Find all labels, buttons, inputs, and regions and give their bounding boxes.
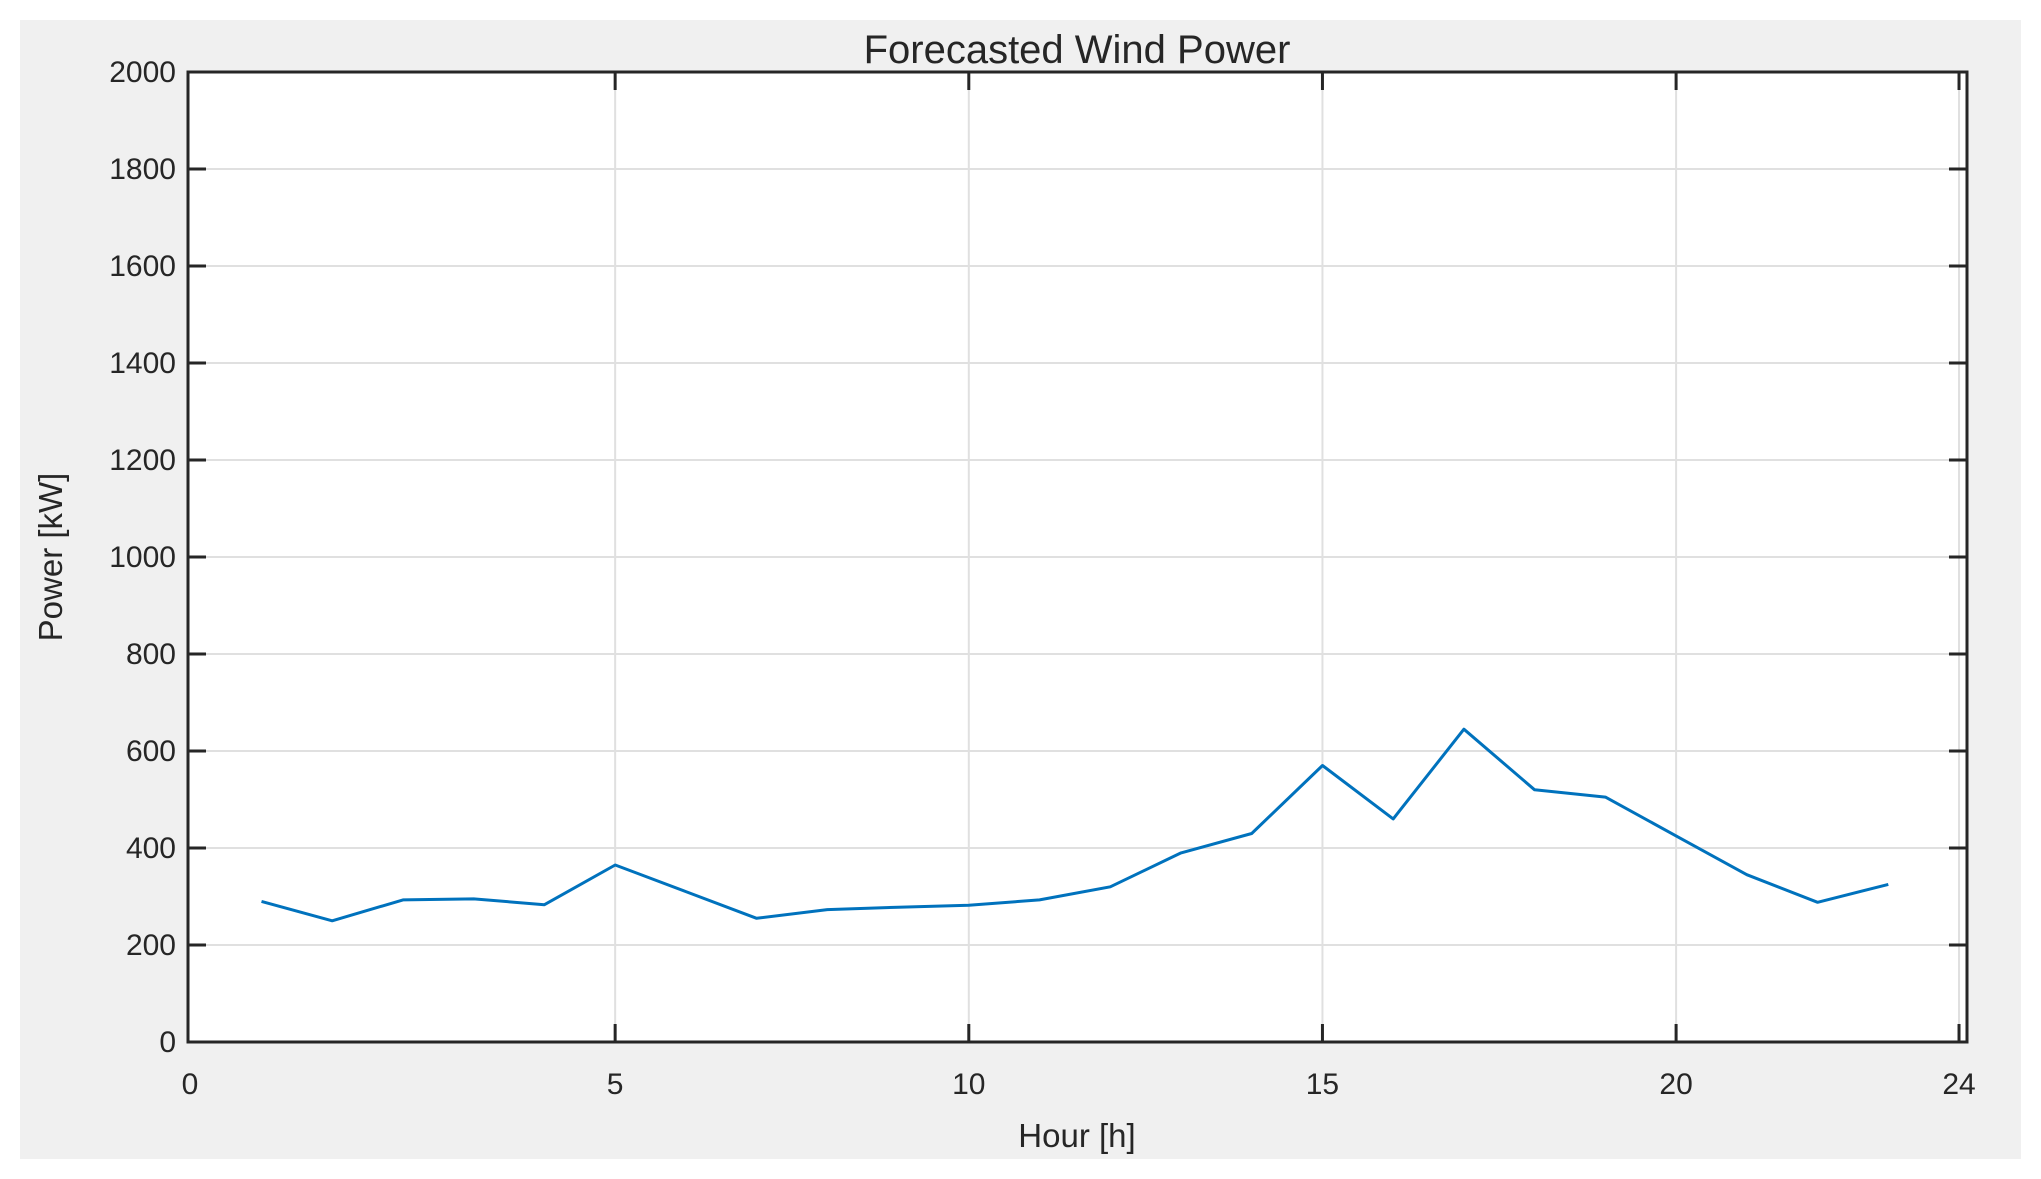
y-tick-label: 1200 [109, 444, 176, 477]
x-tick-label: 0 [182, 1068, 199, 1101]
y-tick-label: 400 [126, 832, 176, 865]
y-tick-label: 1600 [109, 250, 176, 283]
y-tick-label: 1800 [109, 153, 176, 186]
tick-labels: 0 5 10 15 20 24 0 200 400 600 800 1000 1200 1400 1600 1… [109, 56, 1975, 1101]
y-axis-label: Power [kW] [32, 473, 69, 642]
y-tick-label: 1400 [109, 347, 176, 380]
x-tick-label: 5 [607, 1068, 624, 1101]
x-axis-label: Hour [h] [1018, 1117, 1135, 1154]
x-tick-label: 10 [952, 1068, 985, 1101]
forecast-line [261, 727, 1889, 923]
y-tick-label: 1000 [109, 541, 176, 574]
y-tick-label: 200 [126, 929, 176, 962]
x-tick-label: 24 [1942, 1068, 1975, 1101]
chart-title: Forecasted Wind Power [864, 28, 1291, 72]
y-tick-label: 2000 [109, 56, 176, 89]
plot-border [186, 70, 1969, 1044]
x-tick-label: 15 [1306, 1068, 1339, 1101]
y-tick-label: 600 [126, 735, 176, 768]
y-tick-label: 800 [126, 638, 176, 671]
grid-lines [188, 71, 1967, 1042]
data-line-layer [261, 727, 1889, 923]
x-tick-label: 20 [1659, 1068, 1692, 1101]
y-tick-label: 0 [159, 1026, 176, 1059]
